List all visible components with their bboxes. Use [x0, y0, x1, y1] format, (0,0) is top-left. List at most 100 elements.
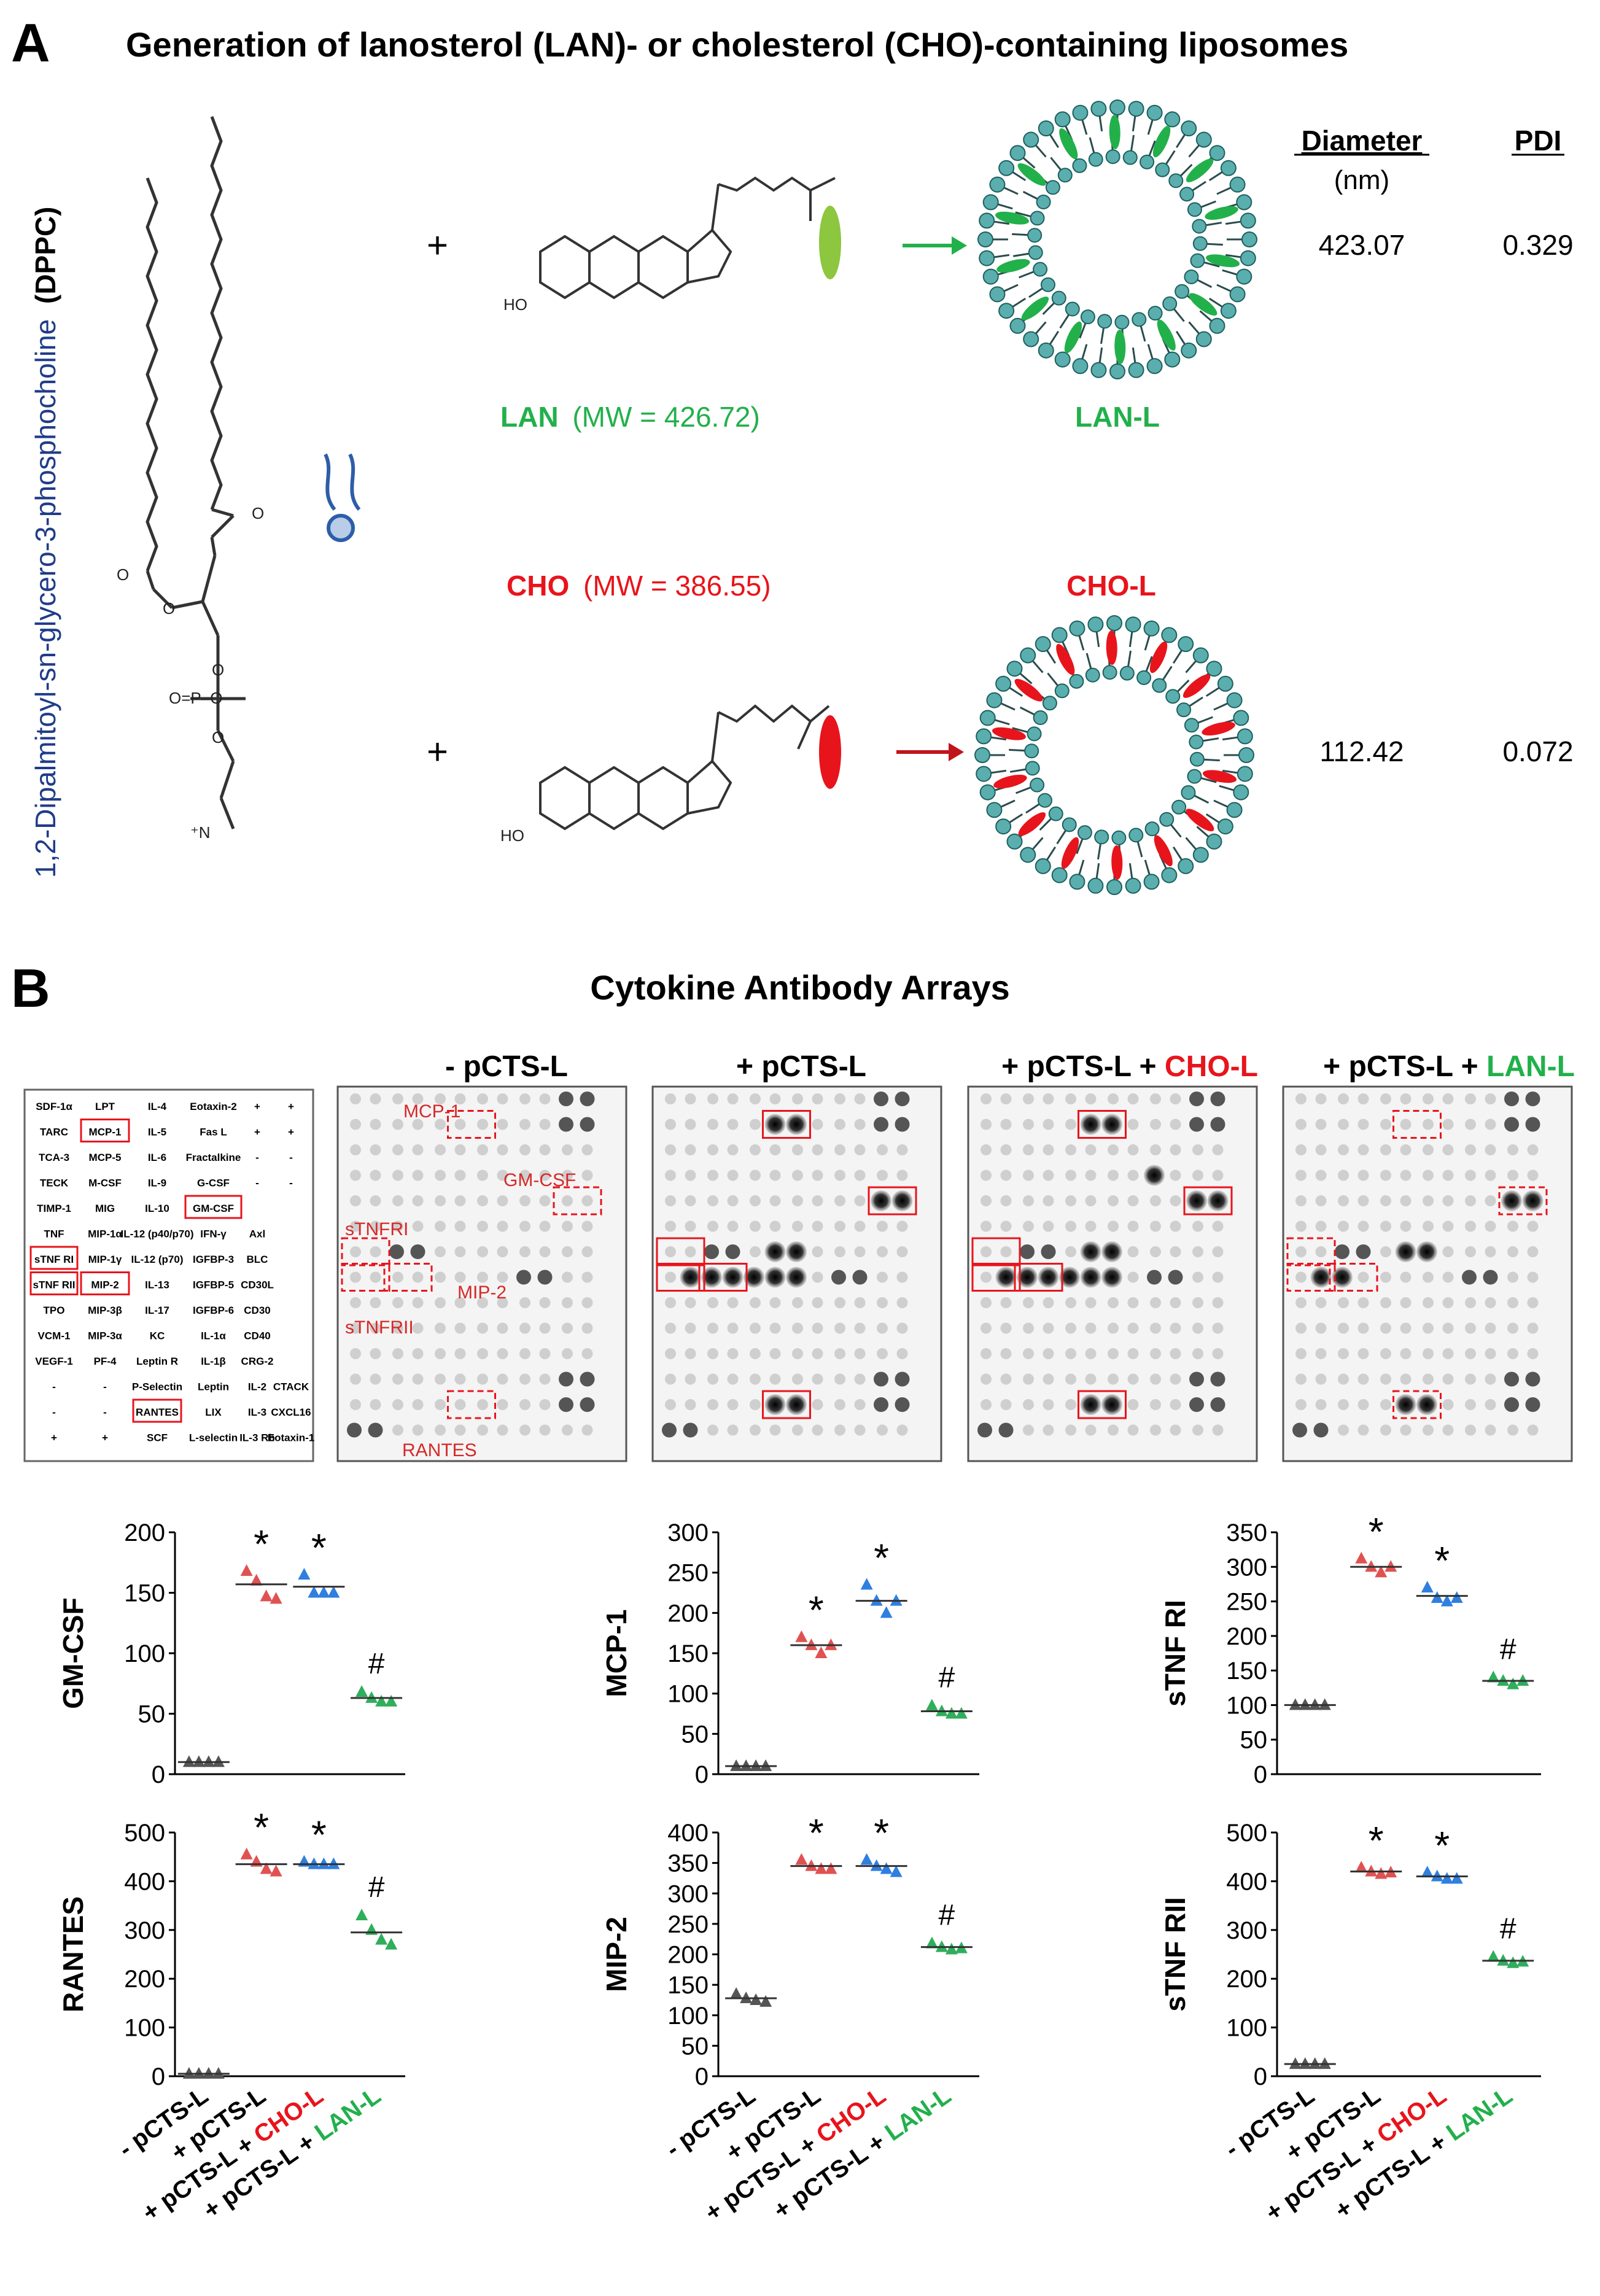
blot-spot	[1380, 1348, 1391, 1359]
blot-spot-control	[537, 1270, 553, 1285]
lipid-tail	[1011, 297, 1027, 309]
map-cell: IL-4	[148, 1101, 167, 1112]
blot-spot	[1507, 1144, 1518, 1155]
y-tick-label: 350	[1226, 1519, 1267, 1546]
lipid-tail	[1145, 656, 1153, 673]
map-cell: TNF	[44, 1228, 64, 1240]
lipid-tail	[1176, 680, 1190, 693]
blot-spot	[1380, 1169, 1391, 1181]
lipid-head	[1080, 309, 1095, 325]
blot-spot-strong	[1059, 1266, 1080, 1288]
blot-spot	[1442, 1399, 1454, 1410]
significance-mark: *	[1369, 1510, 1384, 1554]
blot-spot	[1085, 1144, 1097, 1155]
blot-spot	[1108, 1144, 1119, 1155]
lan-ellipse	[819, 206, 841, 279]
map-cell: +	[51, 1432, 57, 1444]
lipid-head	[1106, 879, 1122, 895]
blot-spot	[370, 1399, 381, 1410]
blot-spot	[1127, 1399, 1139, 1410]
blot-spot	[1000, 1169, 1012, 1181]
blot-spot-strong	[1416, 1241, 1437, 1262]
lipid-head	[1105, 149, 1120, 165]
lipid-head	[1175, 284, 1190, 299]
lipid-tail	[1045, 846, 1057, 862]
significance-mark: *	[1434, 1538, 1450, 1583]
blot-spot	[1338, 1144, 1349, 1155]
lipid-head	[1006, 833, 1023, 850]
lipid-tail	[1034, 321, 1047, 335]
blot-spot	[350, 1093, 361, 1104]
blot-spot	[1400, 1322, 1412, 1334]
blot-spot	[477, 1271, 488, 1283]
lipid-tail	[1130, 134, 1135, 152]
blot-spot	[454, 1169, 466, 1181]
lipid-head	[1023, 131, 1039, 148]
lipid-tail	[989, 769, 1007, 774]
blot-spot	[1065, 1195, 1076, 1206]
blot-spot	[727, 1348, 739, 1359]
y-tick-label: 0	[695, 1761, 709, 1788]
blot-spot	[562, 1144, 573, 1155]
lipid-head	[1087, 616, 1104, 633]
lipid-head	[1054, 351, 1071, 368]
blot-spot	[792, 1424, 803, 1436]
lipid-tail	[1175, 330, 1187, 346]
blot-spot	[877, 1297, 888, 1308]
blot-spot	[1485, 1297, 1496, 1308]
y-tick-label: 350	[667, 1850, 709, 1877]
data-point	[795, 1853, 808, 1865]
blot-spot	[834, 1119, 845, 1130]
map-cell: CD30	[244, 1305, 270, 1316]
col-nm: (nm)	[1334, 165, 1389, 195]
blot-spot	[392, 1322, 403, 1334]
blot-spot	[1295, 1144, 1307, 1155]
lipid-head	[1189, 734, 1204, 750]
blot-spot	[1357, 1348, 1369, 1359]
array-map	[23, 1088, 314, 1462]
blot-spot	[539, 1119, 551, 1130]
blot-spot	[454, 1297, 466, 1308]
lan-structure	[539, 176, 836, 300]
map-cell: Eotaxin-2	[190, 1101, 237, 1112]
blot-spot	[854, 1220, 866, 1232]
blot-spot	[1085, 1348, 1097, 1359]
blot-spot-strong	[1395, 1394, 1416, 1415]
blot-spot-control	[389, 1244, 404, 1259]
lipid-head	[1171, 799, 1187, 815]
data-point	[815, 1646, 828, 1658]
col-pdi: PDI	[1515, 125, 1562, 157]
blot-spot	[750, 1195, 761, 1206]
blot-spot	[1170, 1119, 1181, 1130]
blot-spot	[1400, 1348, 1412, 1359]
lipid-head	[1036, 194, 1051, 209]
lipid-tail	[1019, 270, 1035, 279]
lipid-tail	[1185, 659, 1198, 673]
data-point	[1421, 1866, 1434, 1878]
map-cell: IGFBP-3	[193, 1254, 234, 1265]
blot-spot-control	[1335, 1244, 1350, 1259]
lipid-tail	[1188, 144, 1201, 158]
blot-spot-control	[895, 1371, 910, 1387]
lipid-head	[1229, 286, 1246, 303]
map-cell: MCP-5	[89, 1152, 122, 1163]
blot-spot-control	[580, 1117, 595, 1132]
y-tick-label: 300	[1226, 1917, 1267, 1944]
blot-spot	[707, 1195, 718, 1206]
blot-spot	[519, 1119, 530, 1130]
significance-mark: *	[1369, 1818, 1384, 1863]
blot-spot	[1423, 1424, 1434, 1436]
lipid-tail	[1200, 777, 1217, 783]
blot-spot	[707, 1424, 718, 1436]
svg-text:O: O	[212, 728, 224, 747]
blot-spot-strong	[1101, 1266, 1122, 1288]
sterol-insert	[993, 774, 1027, 789]
y-tick-label: 0	[1254, 2063, 1267, 2090]
blot-spot-control	[1168, 1270, 1183, 1285]
blot-spot-control	[977, 1422, 992, 1438]
blot-box	[1392, 1110, 1442, 1139]
dppc-atoms: O O O O O=P–O O ⁺N	[117, 504, 264, 842]
blot-spot	[477, 1246, 488, 1257]
blot-spot	[1043, 1144, 1054, 1155]
blot-spot-control	[347, 1422, 362, 1438]
